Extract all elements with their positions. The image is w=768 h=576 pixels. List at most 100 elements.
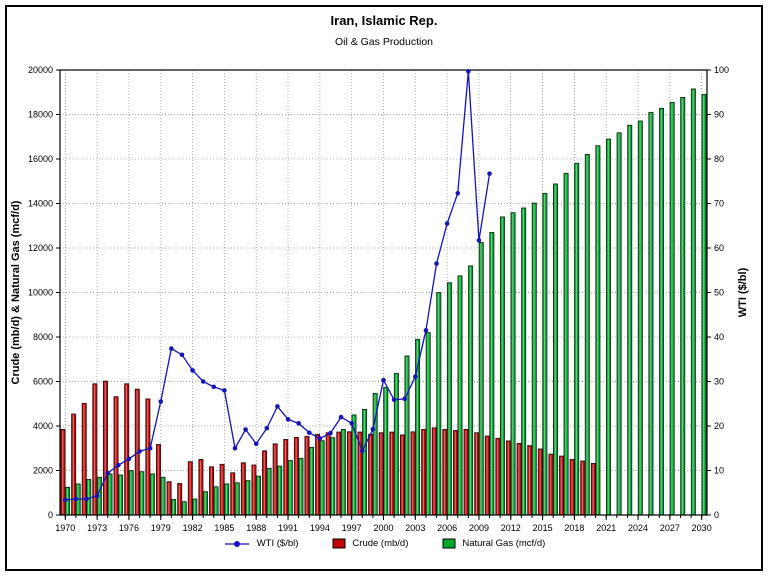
chart-subtitle: Oil & Gas Production	[334, 36, 434, 48]
svg-text:2018: 2018	[564, 523, 584, 533]
svg-text:1994: 1994	[310, 523, 330, 533]
svg-text:1997: 1997	[342, 523, 362, 533]
svg-text:100: 100	[714, 65, 729, 75]
svg-text:2009: 2009	[469, 523, 489, 533]
wti-point	[444, 221, 450, 226]
wti-point	[253, 441, 259, 447]
svg-text:40: 40	[714, 332, 724, 342]
wti-point	[466, 69, 471, 74]
wti-point	[211, 384, 217, 390]
legend-label-gas: Natural Gas (mcf/d)	[462, 538, 546, 549]
legend-item-crude: Crude (mb/d)	[332, 538, 408, 549]
wti-point	[476, 238, 482, 243]
svg-text:2000: 2000	[33, 466, 53, 476]
wti-point	[381, 377, 386, 383]
svg-text:2006: 2006	[437, 523, 457, 533]
wti-point	[84, 496, 89, 502]
wti-point	[158, 399, 164, 404]
wti-point	[190, 368, 195, 373]
wti-point	[275, 404, 280, 409]
svg-text:70: 70	[714, 199, 724, 209]
svg-text:18000: 18000	[28, 110, 53, 120]
wti-point	[94, 493, 100, 499]
wti-point	[63, 497, 68, 503]
svg-text:20000: 20000	[28, 65, 53, 75]
svg-text:20: 20	[714, 421, 724, 431]
svg-text:16000: 16000	[28, 154, 53, 164]
wti-point	[126, 456, 132, 462]
svg-text:80: 80	[714, 154, 724, 164]
wti-point	[243, 427, 248, 432]
wti-point	[349, 421, 354, 426]
svg-text:4000: 4000	[33, 421, 53, 431]
wti-point	[232, 445, 238, 451]
wti-point	[413, 374, 418, 379]
svg-text:1988: 1988	[246, 523, 266, 533]
wti-point	[455, 190, 461, 196]
wti-point	[116, 462, 121, 468]
svg-text:6000: 6000	[33, 377, 53, 387]
wti-point	[328, 430, 333, 436]
legend-item-gas: Natural Gas (mcf/d)	[442, 538, 545, 549]
chart-title: Iran, Islamic Rep.	[330, 13, 438, 28]
legend-label-wti: WTI ($/bl)	[256, 538, 299, 549]
svg-text:1976: 1976	[119, 523, 139, 533]
svg-text:1982: 1982	[183, 523, 203, 533]
legend-label-crude: Crude (mb/d)	[352, 538, 409, 549]
wti-point	[296, 421, 301, 426]
crude-bars	[60, 380, 596, 516]
svg-text:60: 60	[714, 243, 724, 253]
svg-text:2015: 2015	[533, 523, 553, 533]
svg-text:0: 0	[714, 510, 719, 520]
gas-swatch	[442, 538, 456, 549]
svg-text:10000: 10000	[28, 288, 53, 298]
wti-point	[222, 388, 227, 393]
svg-text:2027: 2027	[660, 523, 680, 533]
wti-point	[137, 449, 142, 454]
svg-text:50: 50	[714, 288, 724, 298]
svg-text:8000: 8000	[33, 332, 53, 342]
svg-text:2024: 2024	[628, 523, 648, 533]
svg-text:2000: 2000	[373, 523, 393, 533]
axis-ticks: 0 2000 4000 6000 8000 10000 12000 14000 16000 180…	[28, 65, 729, 533]
wti-point	[391, 397, 397, 403]
figure-border	[5, 5, 763, 571]
svg-text:1970: 1970	[55, 523, 75, 533]
wti-point	[487, 171, 492, 176]
gas-bars	[65, 88, 707, 516]
wti-point	[147, 445, 153, 451]
wti-point	[434, 261, 439, 266]
wti-point	[285, 417, 291, 422]
svg-text:2030: 2030	[692, 523, 712, 533]
crude-swatch	[332, 538, 346, 549]
wti-line-marker	[224, 540, 249, 547]
svg-text:1985: 1985	[214, 523, 234, 533]
svg-text:2012: 2012	[501, 523, 521, 533]
wti-point	[317, 436, 323, 441]
svg-text:0: 0	[48, 510, 53, 520]
svg-text:10: 10	[714, 466, 724, 476]
svg-text:14000: 14000	[28, 199, 53, 209]
wti-point	[338, 414, 344, 420]
wti-point	[359, 448, 365, 454]
wti-point	[402, 396, 408, 402]
svg-text:2003: 2003	[405, 523, 425, 533]
wti-point	[169, 346, 174, 351]
svg-text:30: 30	[714, 377, 724, 387]
svg-text:90: 90	[714, 110, 724, 120]
legend: WTI ($/bl) Crude (mb/d) Natural Gas (mcf…	[0, 538, 768, 549]
wti-point	[105, 470, 111, 476]
wti-point	[306, 430, 312, 435]
wti-point	[423, 328, 429, 333]
svg-text:1991: 1991	[278, 523, 298, 533]
wti-point	[200, 379, 206, 384]
wti-point	[73, 496, 79, 502]
wti-point	[179, 352, 185, 358]
svg-text:1973: 1973	[87, 523, 107, 533]
svg-text:2021: 2021	[596, 523, 616, 533]
svg-text:12000: 12000	[28, 243, 53, 253]
wti-point	[264, 425, 270, 431]
legend-item-wti: WTI ($/bl)	[223, 538, 299, 549]
